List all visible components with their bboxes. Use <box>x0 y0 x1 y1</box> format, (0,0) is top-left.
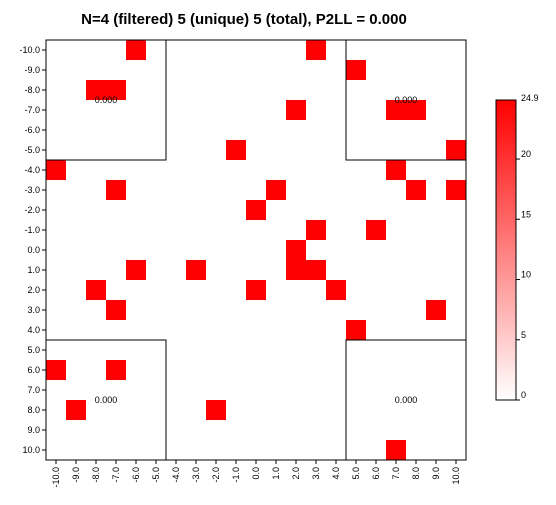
y-tick-label: 1.0 <box>27 265 40 275</box>
heatmap-cell <box>106 80 126 100</box>
colorbar-tick-label: 20 <box>521 149 531 159</box>
heatmap-cell <box>86 80 106 100</box>
y-tick-label: 2.0 <box>27 285 40 295</box>
y-tick-label: 9.0 <box>27 425 40 435</box>
x-tick-label: -4.0 <box>171 467 181 483</box>
x-tick-label: -1.0 <box>231 467 241 483</box>
heatmap-cell <box>286 260 306 280</box>
heatmap-cell <box>386 160 406 180</box>
y-tick-label: -6.0 <box>24 125 40 135</box>
heatmap-cell <box>406 100 426 120</box>
y-tick-label: -8.0 <box>24 85 40 95</box>
y-tick-label: -4.0 <box>24 165 40 175</box>
x-tick-label: -5.0 <box>151 467 161 483</box>
colorbar-max-label: 24.9 <box>521 93 539 103</box>
heatmap-cell <box>266 180 286 200</box>
quadrant-label: 0.000 <box>395 95 418 105</box>
y-tick-label: 4.0 <box>27 325 40 335</box>
heatmap-cell <box>446 180 466 200</box>
y-tick-label: 7.0 <box>27 385 40 395</box>
y-tick-label: -5.0 <box>24 145 40 155</box>
heatmap-cell <box>326 280 346 300</box>
cells-layer <box>46 40 466 460</box>
heatmap-cell <box>86 280 106 300</box>
y-axis: -10.0 -9.0 -8.0 -7.0 -6.0 -5.0 -4.0 -3.0 -2.0 -1.… <box>19 45 46 455</box>
y-tick-label: 10.0 <box>22 445 40 455</box>
x-tick-label: -8.0 <box>91 467 101 483</box>
heatmap-cell <box>106 300 126 320</box>
y-tick-label: -3.0 <box>24 185 40 195</box>
y-tick-label: -1.0 <box>24 225 40 235</box>
x-tick-label: 4.0 <box>331 467 341 480</box>
x-tick-label: 3.0 <box>311 467 321 480</box>
heatmap-cell <box>346 320 366 340</box>
heatmap-cell <box>46 160 66 180</box>
x-tick-label: 9.0 <box>431 467 441 480</box>
x-tick-label: 2.0 <box>291 467 301 480</box>
x-tick-label: 1.0 <box>271 467 281 480</box>
y-tick-label: -2.0 <box>24 205 40 215</box>
y-tick-label: 0.0 <box>27 245 40 255</box>
heatmap-cell <box>226 140 246 160</box>
x-tick-label: 5.0 <box>351 467 361 480</box>
x-tick-label: 6.0 <box>371 467 381 480</box>
y-tick-label: 8.0 <box>27 405 40 415</box>
x-tick-label: -7.0 <box>111 467 121 483</box>
quadrant-label: 0.000 <box>95 95 118 105</box>
heatmap-cell <box>426 300 446 320</box>
heatmap-cell <box>406 180 426 200</box>
x-tick-label: -6.0 <box>131 467 141 483</box>
y-tick-label: -7.0 <box>24 105 40 115</box>
heatmap-cell <box>386 440 406 460</box>
x-tick-label: 0.0 <box>251 467 261 480</box>
heatmap-cell <box>286 100 306 120</box>
y-tick-label: -10.0 <box>19 45 40 55</box>
heatmap-cell <box>46 360 66 380</box>
quadrant-label: 0.000 <box>395 395 418 405</box>
colorbar <box>495 99 517 401</box>
y-tick-label: 6.0 <box>27 365 40 375</box>
heatmap-cell <box>446 140 466 160</box>
x-axis: -10.0 -9.0 -8.0 -7.0 -6.0 -5.0 -4.0 -3.0 -2.0 -1.… <box>51 460 461 488</box>
heatmap-cell <box>66 400 86 420</box>
x-tick-label: 8.0 <box>411 467 421 480</box>
heatmap-cell <box>346 60 366 80</box>
x-tick-label: -10.0 <box>51 467 61 488</box>
colorbar-tick-label: 5 <box>521 330 526 340</box>
y-tick-label: 3.0 <box>27 305 40 315</box>
x-tick-label: 10.0 <box>451 467 461 485</box>
heatmap-cell <box>286 240 306 260</box>
colorbar-tick-label: 15 <box>521 209 531 219</box>
x-tick-label: -2.0 <box>211 467 221 483</box>
x-tick-label: -3.0 <box>191 467 201 483</box>
heatmap-cell <box>206 400 226 420</box>
heatmap-cell <box>306 220 326 240</box>
x-tick-label: -9.0 <box>71 467 81 483</box>
heatmap-cell <box>186 260 206 280</box>
chart-title: N=4 (filtered) 5 (unique) 5 (total), P2L… <box>81 11 407 28</box>
heatmap-cell <box>106 180 126 200</box>
colorbar-ticks: 0 5 10 15 20 24.9 <box>516 93 539 401</box>
colorbar-tick-label: 0 <box>521 390 526 400</box>
heatmap-cell <box>106 360 126 380</box>
heatmap-cell <box>246 280 266 300</box>
x-tick-label: 7.0 <box>391 467 401 480</box>
heatmap-cell <box>126 260 146 280</box>
colorbar-tick-label: 10 <box>521 270 531 280</box>
heatmap-cell <box>306 260 326 280</box>
quadrant-layer: 0.000 0.000 0.000 0.000 <box>45 39 467 461</box>
quadrant-label: 0.000 <box>95 395 118 405</box>
heatmap-cell <box>386 100 406 120</box>
y-tick-label: -9.0 <box>24 65 40 75</box>
heatmap-cell <box>126 40 146 60</box>
heatmap-cell <box>246 200 266 220</box>
heatmap-cell <box>366 220 386 240</box>
y-tick-label: 5.0 <box>27 345 40 355</box>
heatmap-cell <box>306 40 326 60</box>
